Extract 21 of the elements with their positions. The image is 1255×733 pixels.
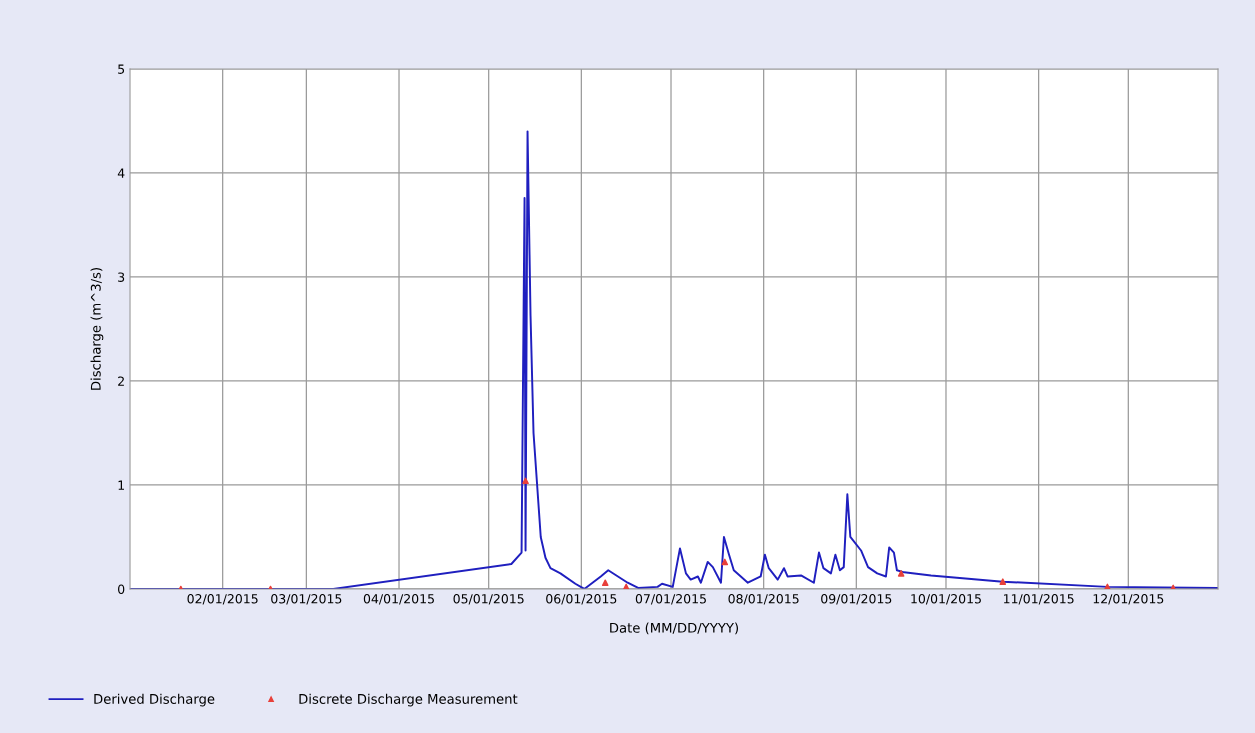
- x-tick-label: 11/01/2015: [1003, 594, 1074, 605]
- x-tick-label: 06/01/2015: [546, 594, 617, 605]
- y-tick-label: 4: [117, 168, 125, 178]
- x-axis-title: Date (MM/DD/YYYY): [610, 622, 738, 635]
- y-tick-label: 5: [118, 64, 125, 74]
- x-tick-label: 12/01/2015: [1093, 594, 1164, 605]
- x-tick-label: 02/01/2015: [187, 594, 258, 605]
- legend-label: Derived Discharge: [94, 693, 215, 707]
- y-tick-label: 1: [118, 480, 124, 490]
- x-tick-label: 03/01/2015: [271, 594, 342, 605]
- x-tick-label: 07/01/2015: [635, 594, 706, 605]
- y-tick-label: 2: [118, 376, 124, 386]
- x-tick-label: 05/01/2015: [453, 594, 524, 605]
- legend-label: Discrete Discharge Measurement: [299, 693, 518, 707]
- y-axis-title: Discharge (m^3/s): [90, 268, 104, 390]
- x-tick-label: 08/01/2015: [728, 594, 799, 605]
- x-tick-label: 09/01/2015: [821, 594, 892, 605]
- y-tick-label: 3: [118, 272, 125, 282]
- x-tick-label: 10/01/2015: [911, 594, 981, 605]
- y-tick-label: 0: [118, 584, 125, 594]
- x-tick-label: 04/01/2015: [363, 594, 434, 605]
